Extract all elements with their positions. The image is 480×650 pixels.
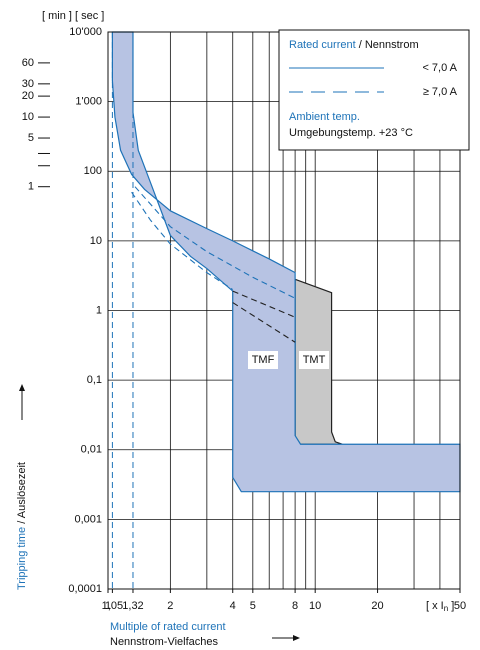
legend-ambient-de: Umgebungstemp. +23 °C <box>289 127 413 139</box>
label-box <box>248 351 278 369</box>
y-tick-label: 1'000 <box>75 96 102 108</box>
plot: 0,00010,0010,010,11101001'00010'00011,05… <box>22 26 470 612</box>
x-tick-label: 20 <box>371 600 383 612</box>
minute-tick-label: 30 <box>22 78 34 90</box>
y-title-de: / Auslösezeit <box>16 462 28 527</box>
legend-label: < 7,0 A <box>422 62 457 74</box>
x-tick-label: 8 <box>292 600 298 612</box>
y-tick-label: 100 <box>84 165 102 177</box>
legend-box <box>278 29 470 151</box>
x-tick-label: 1,05 <box>102 600 123 612</box>
curve <box>232 290 296 318</box>
curve <box>131 191 234 291</box>
region-label: TMF <box>252 354 275 366</box>
legend-title: Rated current / Nennstrom <box>289 39 419 51</box>
y-tick-label: 10 <box>90 235 102 247</box>
x-arrowhead <box>293 635 300 641</box>
y-tick-label: 1 <box>96 304 102 316</box>
x-tick-label: 10 <box>309 600 321 612</box>
y-tick-label: 0,01 <box>81 444 102 456</box>
legend-label: ≥ 7,0 A <box>423 86 458 98</box>
x-tick-label: 2 <box>167 600 173 612</box>
y-title-en: Tripping time <box>16 527 28 590</box>
y-tick-label: 0,0001 <box>68 583 102 595</box>
minute-tick-label: 5 <box>28 132 34 144</box>
x-unit-sub: n <box>444 604 448 613</box>
y-tick-label: 0,001 <box>74 513 102 525</box>
x-unit: [ x In ] <box>426 600 454 613</box>
minute-tick-label: 1 <box>28 181 34 193</box>
region <box>111 31 461 493</box>
y-axis-title: Tripping time / Auslösezeit <box>16 462 28 590</box>
legend-title-de: / Nennstrom <box>356 39 419 51</box>
x-tick-label: 50 <box>454 600 466 612</box>
x-tick-label: 4 <box>230 600 236 612</box>
x-tick-label: 1,32 <box>122 600 143 612</box>
minute-tick-label: 20 <box>22 90 34 102</box>
x-tick-label: 1 <box>105 600 111 612</box>
x-title-de: Nennstrom-Vielfaches <box>110 636 219 648</box>
y-tick-label: 10'000 <box>69 26 102 38</box>
region-label: TMT <box>303 354 326 366</box>
y-units: [ min ] [ sec ] <box>42 10 104 22</box>
y-tick-label: 0,1 <box>87 374 102 386</box>
minute-tick-label: 60 <box>22 57 34 69</box>
legend-title-en: Rated current <box>289 39 356 51</box>
y-arrowhead <box>19 384 25 391</box>
minute-tick-label: 10 <box>22 111 34 123</box>
curve <box>134 186 296 299</box>
x-tick-label: 5 <box>250 600 256 612</box>
x-title-en: Multiple of rated current <box>110 621 226 633</box>
legend-ambient-en: Ambient temp. <box>289 111 360 123</box>
x-unit-end: ] <box>448 600 454 612</box>
x-unit-text: [ x I <box>426 600 444 612</box>
curve <box>232 302 296 343</box>
label-box <box>299 351 329 369</box>
